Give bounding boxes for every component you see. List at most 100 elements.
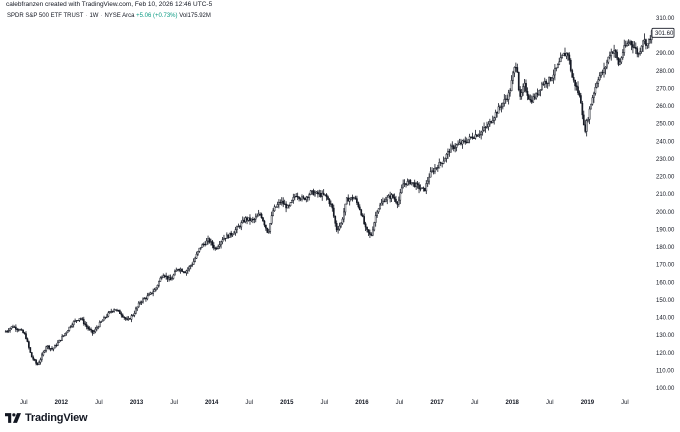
candle-body [624, 45, 627, 47]
candle-body [298, 196, 300, 199]
candle-body [253, 218, 256, 221]
candle-body [363, 216, 365, 225]
candle-body [415, 183, 418, 187]
candle-body [562, 52, 565, 56]
candle-body [500, 106, 503, 108]
candle-body [207, 238, 209, 242]
candle-body [494, 112, 497, 118]
candle-body [554, 68, 556, 76]
candle-body [438, 162, 441, 169]
candle-body [595, 83, 598, 88]
candle-body [623, 45, 626, 53]
candle-body [173, 271, 176, 276]
candle-body [445, 153, 448, 159]
candle-body [275, 206, 277, 208]
candle-body [627, 42, 630, 44]
candle-body [107, 312, 110, 317]
candle-body [236, 226, 238, 230]
candle-body [143, 298, 146, 300]
symbol-legend[interactable]: SPDR S&P 500 ETF TRUST · 1W · NYSE Arca +5.0… [7, 13, 211, 19]
candle-body [490, 121, 493, 123]
candle-body [152, 291, 155, 294]
candle-body [233, 232, 235, 235]
candle-body [405, 183, 407, 186]
candle-body [81, 318, 84, 320]
candle-body [486, 126, 488, 128]
candle-body [160, 277, 163, 279]
candle-body [337, 228, 339, 231]
candle-body [217, 246, 220, 249]
x-tick-label: Jul [396, 400, 404, 406]
candle-body [645, 39, 647, 46]
candle-body [530, 99, 533, 103]
time-axis[interactable]: Jul 2012 Jul 2013 Jul 2014 Jul 2015 Jul 2016 Jul 20… [20, 400, 629, 406]
candle-body [376, 211, 378, 216]
last-price-badge: 301.60 [651, 27, 675, 38]
candle-body [604, 66, 607, 69]
candle-body [331, 203, 334, 209]
candle-body [642, 40, 644, 47]
candle-body [517, 72, 520, 90]
candle-body [348, 198, 351, 202]
tradingview-logo[interactable]: TradingView [5, 412, 88, 424]
x-tick-label: 2019 [581, 400, 595, 406]
candle-body [426, 180, 429, 184]
candle-body [12, 326, 14, 328]
price-axis[interactable]: 100.00 110.00 120.00 130.00 140.00 150.00 160.… [656, 16, 675, 392]
candle-body [549, 77, 552, 81]
candle-body [312, 190, 315, 196]
candle-body [225, 234, 228, 239]
candle-body [552, 74, 555, 79]
candle-body [584, 124, 587, 132]
candle-body [619, 61, 621, 65]
candle-body [367, 229, 370, 233]
candle-body [384, 199, 387, 202]
candle-body [166, 275, 169, 280]
candle-body [600, 72, 602, 77]
y-tick-label: 290.00 [656, 51, 675, 57]
candle-body [610, 51, 613, 56]
candle-body [199, 247, 202, 249]
last-price-label: 301.60 [655, 31, 674, 37]
candle-body [455, 144, 458, 148]
candle-body [587, 119, 589, 122]
candle-body [293, 196, 296, 198]
y-tick-label: 210.00 [656, 192, 675, 198]
candle-body [568, 54, 571, 61]
candle-body [374, 215, 377, 223]
candle-body [35, 359, 37, 364]
candle-body [201, 244, 204, 248]
candle-body [480, 131, 483, 135]
candle-body [48, 345, 50, 349]
candle-body [354, 197, 357, 199]
candle-body [140, 301, 143, 303]
candle-body [256, 215, 259, 218]
candle-body [539, 89, 542, 91]
candle-body [585, 120, 588, 132]
candle-body [301, 196, 303, 200]
candle-body [389, 195, 391, 199]
candle-body [449, 145, 452, 153]
candle-body [621, 52, 624, 59]
candle-body [25, 333, 27, 339]
candle-body [647, 38, 650, 45]
candle-body [409, 179, 412, 185]
candle-body [22, 329, 24, 334]
candle-body [56, 342, 59, 346]
candle-body [577, 86, 579, 94]
candle-body [147, 293, 150, 297]
candle-body [646, 43, 649, 46]
candle-body [32, 356, 35, 360]
candle-body [168, 277, 170, 280]
candle-body [257, 213, 260, 217]
candle-body [142, 298, 144, 303]
candle-body [473, 137, 475, 139]
candle-body [296, 196, 299, 198]
candle-body [556, 64, 559, 69]
candle-body [123, 316, 126, 318]
candle-body [315, 191, 318, 194]
candle-body [231, 233, 234, 236]
candle-body [263, 220, 266, 226]
y-tick-label: 250.00 [656, 122, 675, 128]
